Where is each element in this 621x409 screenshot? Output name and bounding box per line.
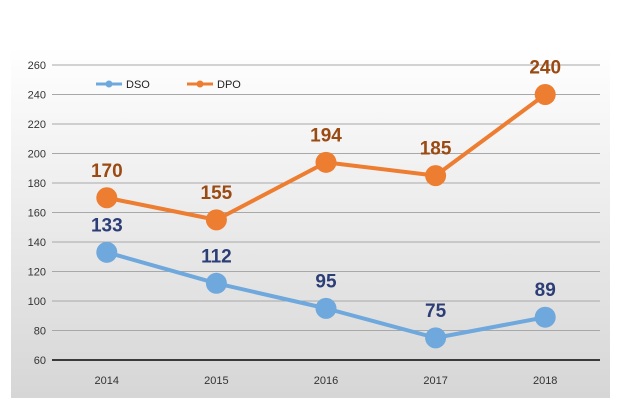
data-label-dso-2017: 75 [425, 301, 447, 322]
legend: DSO DPO [96, 79, 241, 91]
y-tick-label-240: 240 [28, 90, 46, 102]
y-tick-label-160: 160 [28, 208, 46, 220]
legend-item-dso: DSO [96, 79, 150, 91]
x-axis-ticks: 2014 2015 2016 2017 2018 [95, 375, 558, 387]
data-point-dso-2018 [534, 306, 556, 328]
data-label-dpo-2016: 194 [310, 125, 342, 146]
legend-dpo-swatch-marker [196, 80, 204, 88]
y-tick-label-80: 80 [34, 326, 46, 338]
data-label-dso-2014: 133 [91, 215, 123, 236]
legend-item-dpo: DPO [187, 79, 241, 91]
data-point-dso-2016 [315, 297, 337, 319]
data-label-dso-2016: 95 [315, 271, 337, 292]
chart-panel: 60 80 100 120 140 160 180 200 220 240 260 2014 2015… [11, 47, 610, 398]
x-tick-label-2015: 2015 [204, 375, 228, 387]
data-point-dso-2015 [205, 272, 227, 294]
y-axis-ticks: 60 80 100 120 140 160 180 200 220 240 260 [28, 60, 46, 367]
data-label-dpo-2015: 155 [201, 183, 233, 204]
legend-dso-swatch-marker [105, 80, 113, 88]
chart-background [11, 47, 610, 398]
data-label-dpo-2014: 170 [91, 161, 123, 182]
y-tick-label-100: 100 [28, 296, 46, 308]
y-tick-label-60: 60 [34, 355, 46, 367]
data-point-dpo-2016 [315, 151, 337, 173]
data-point-dpo-2018 [534, 84, 556, 105]
x-tick-label-2018: 2018 [533, 375, 557, 387]
data-point-dpo-2017 [425, 165, 447, 187]
y-tick-label-180: 180 [28, 178, 46, 190]
line-chart: 60 80 100 120 140 160 180 200 220 240 260 2014 2015… [11, 47, 610, 398]
legend-dso-label: DSO [126, 79, 150, 91]
x-tick-label-2016: 2016 [314, 375, 338, 387]
series-group [96, 84, 556, 349]
y-tick-label-220: 220 [28, 119, 46, 131]
x-tick-label-2017: 2017 [423, 375, 447, 387]
data-point-dpo-2014 [96, 187, 118, 209]
data-label-dso-2018: 89 [535, 280, 556, 301]
data-point-dso-2017 [425, 327, 447, 349]
data-label-dso-2015: 112 [201, 246, 232, 267]
x-tick-label-2014: 2014 [95, 375, 119, 387]
legend-dpo-label: DPO [217, 79, 241, 91]
data-point-dso-2014 [96, 241, 118, 263]
y-tick-label-200: 200 [28, 149, 46, 161]
data-point-dpo-2015 [205, 209, 227, 231]
data-labels: 133 112 95 75 89 170 155 194 185 240 [91, 58, 561, 322]
y-tick-label-260: 260 [28, 60, 46, 72]
y-tick-label-140: 140 [28, 237, 46, 249]
y-tick-label-120: 120 [28, 267, 46, 279]
data-label-dpo-2018: 240 [529, 58, 561, 79]
data-label-dpo-2017: 185 [420, 139, 452, 160]
